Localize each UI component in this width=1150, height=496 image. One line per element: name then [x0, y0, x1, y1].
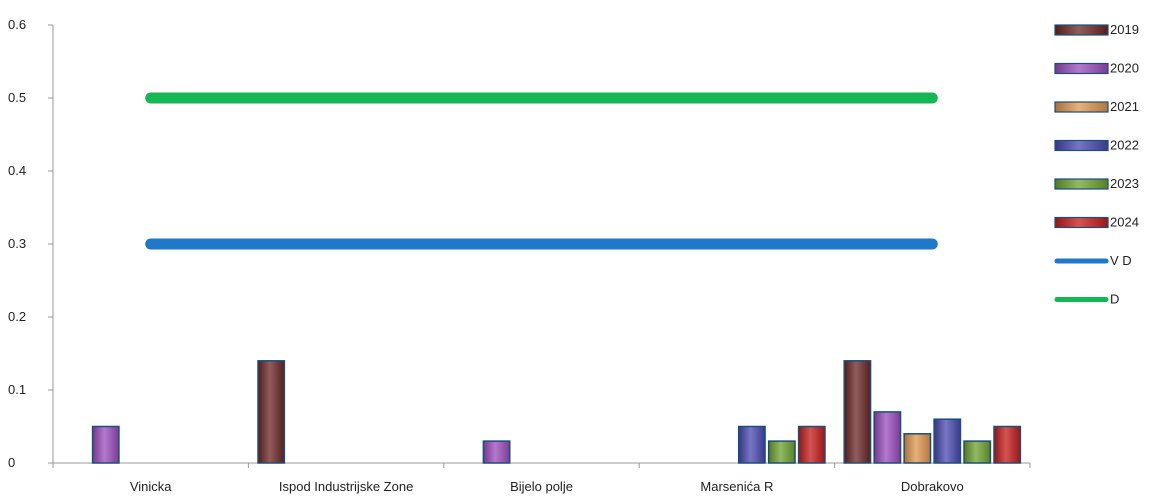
bars [91, 360, 1022, 464]
legend-label: 2019 [1110, 22, 1139, 37]
bar-2022 [737, 425, 766, 464]
x-category-label: Ispod Industrijske Zone [279, 479, 413, 494]
legend-label: 2021 [1110, 99, 1139, 114]
bar-2020 [482, 440, 511, 464]
bar-2020 [91, 425, 120, 464]
y-tick-label: 0.6 [8, 17, 26, 32]
legend-label: V D [1110, 253, 1132, 268]
reference-lines [145, 92, 938, 250]
x-category-label: Vinicka [130, 479, 172, 494]
y-axis: 0 0.1 0.2 0.3 0.4 0.5 0.6 [8, 17, 54, 470]
y-tick-label: 0.5 [8, 90, 26, 105]
x-category-label: Marsenića R [700, 479, 773, 494]
legend: 2019 2020 2021 2022 2023 2024 V D D [1054, 22, 1139, 307]
legend-swatch [1054, 178, 1109, 190]
legend-label: 2022 [1110, 138, 1139, 153]
x-category-label: Bijelo polje [510, 479, 573, 494]
bar-2019 [257, 360, 286, 464]
y-tick-label: 0.1 [8, 382, 26, 397]
x-axis: Vinicka Ispod Industrijske Zone Bijelo pol… [52, 462, 1031, 494]
legend-swatch [1054, 139, 1109, 152]
bar-2024 [797, 425, 826, 464]
bar-2023 [767, 440, 796, 464]
x-category-label: Dobrakovo [901, 479, 964, 494]
legend-swatch [1054, 216, 1109, 229]
legend-label: 2023 [1110, 176, 1139, 191]
bar-2020 [873, 411, 902, 464]
bar-2021 [903, 433, 932, 464]
bar-2024 [993, 425, 1022, 464]
bar-2019 [843, 360, 872, 464]
y-tick-label: 0.4 [8, 163, 26, 178]
bar-2023 [963, 440, 992, 464]
legend-label: 2024 [1110, 215, 1139, 230]
legend-label: D [1110, 292, 1119, 307]
bar-2022 [933, 418, 962, 464]
legend-swatch [1054, 24, 1109, 36]
legend-swatch [1054, 101, 1109, 113]
legend-label: 2020 [1110, 61, 1139, 76]
y-tick-label: 0 [8, 455, 15, 470]
legend-swatch [1054, 62, 1109, 75]
y-tick-label: 0.2 [8, 309, 26, 324]
y-tick-label: 0.3 [8, 236, 26, 251]
